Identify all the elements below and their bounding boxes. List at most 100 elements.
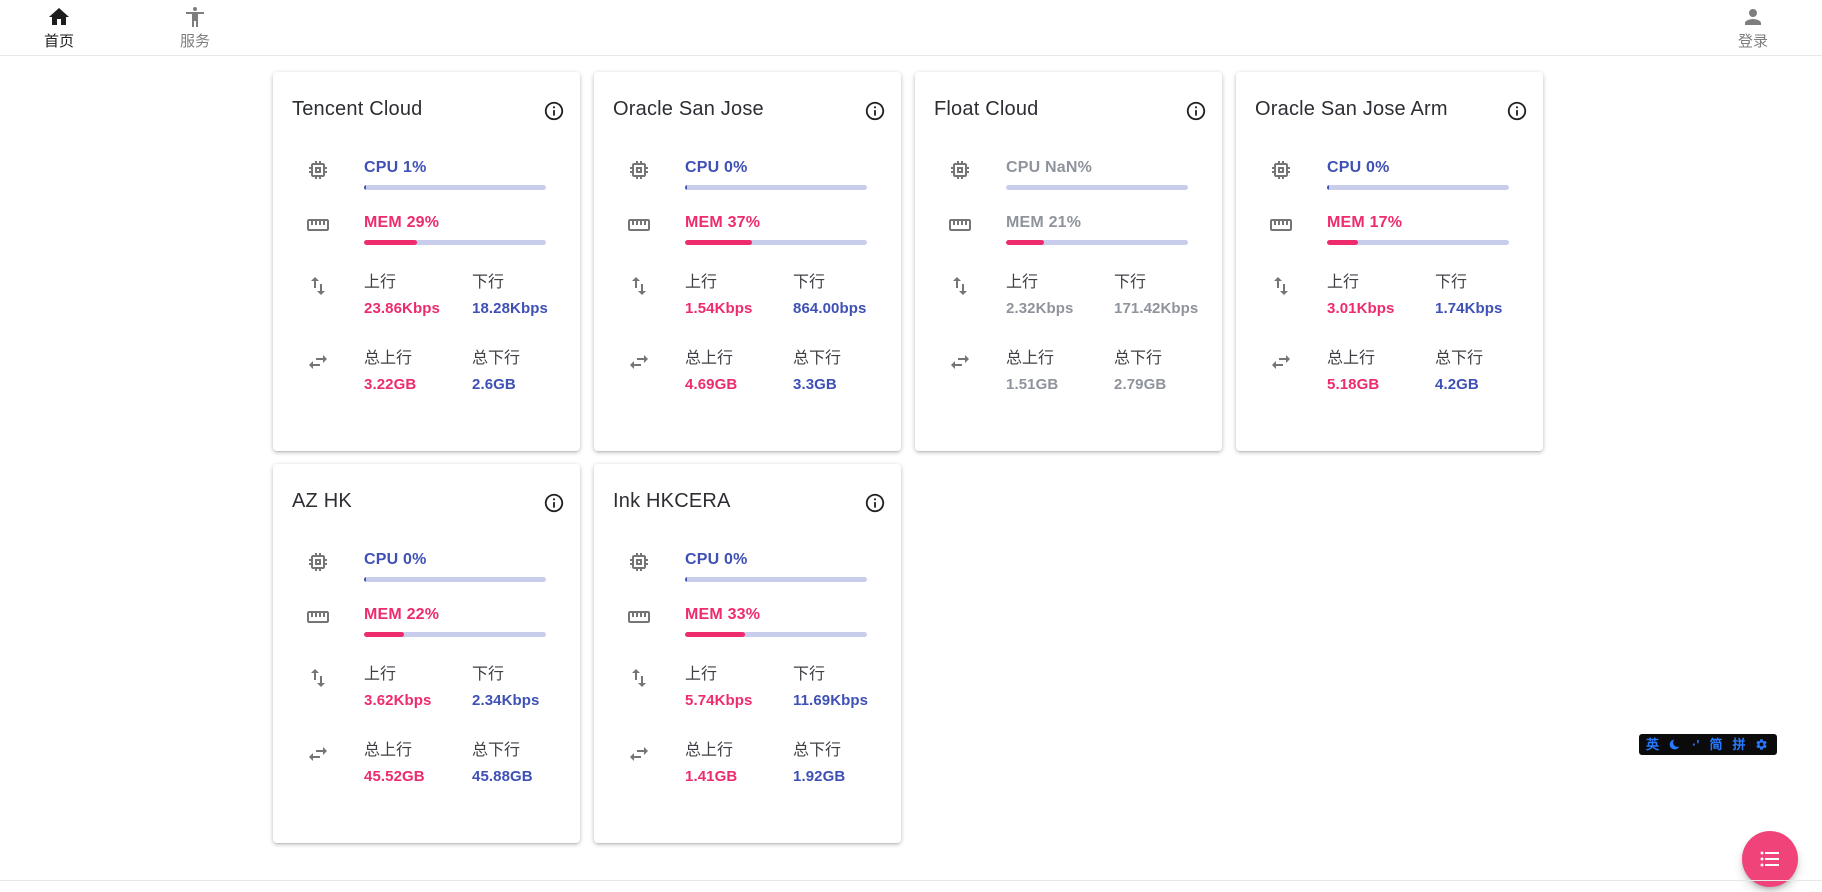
cpu-chip-icon [627,158,651,182]
network-total-row: 总上行 4.69GB 总下行 3.3GB [627,344,867,393]
info-icon[interactable] [543,492,565,514]
total-download-label: 总下行 [472,350,521,367]
total-upload-value: 4.69GB [685,376,738,393]
total-upload-value: 1.51GB [1006,376,1059,393]
upload-label: 上行 [364,666,397,683]
info-icon[interactable] [864,492,886,514]
download-speed: 下行 18.28Kbps [472,268,580,317]
server-card: Oracle San Jose Arm CPU 0% [1236,72,1543,451]
mem-row: MEM 21% [948,213,1188,245]
server-card: Oracle San Jose CPU 0% [594,72,901,451]
upload-value: 2.32Kbps [1006,300,1074,317]
download-label: 下行 [1114,274,1147,291]
total-download-value: 2.6GB [472,376,516,393]
upload-speed: 上行 2.32Kbps [1006,268,1114,317]
server-card: Ink HKCERA CPU 0% [594,464,901,843]
cpu-chip-icon [948,158,972,182]
cpu-progress-fill [364,185,366,190]
server-card-header: Float Cloud [915,72,1222,122]
network-total-columns: 总上行 4.69GB 总下行 3.3GB [685,344,901,393]
total-upload-label: 总上行 [685,742,734,759]
ime-pinyin-indicator[interactable]: 拼 [1732,737,1746,752]
total-upload: 总上行 4.69GB [685,344,793,393]
memory-ruler-icon [306,213,330,237]
swap-horiz-icon [306,742,330,766]
network-total-columns: 总上行 1.41GB 总下行 1.92GB [685,736,901,785]
nav-item-services[interactable]: 服务 [164,5,226,51]
cpu-gauge: CPU 0% [364,550,546,582]
mem-row: MEM 33% [627,605,867,637]
network-total-row: 总上行 3.22GB 总下行 2.6GB [306,344,546,393]
swap-vert-icon [948,274,972,298]
ime-simplified-indicator[interactable]: 简 [1709,737,1723,752]
ime-halfwidth-moon-icon[interactable] [1669,738,1682,751]
info-icon[interactable] [1506,100,1528,122]
total-upload-value: 5.18GB [1327,376,1380,393]
server-card-header: AZ HK [273,464,580,514]
download-label: 下行 [793,274,826,291]
nav-item-label: 首页 [43,32,74,50]
upload-value: 1.54Kbps [685,300,753,317]
info-icon[interactable] [1185,100,1207,122]
network-total-columns: 总上行 5.18GB 总下行 4.2GB [1327,344,1543,393]
network-speed-row: 上行 3.62Kbps 下行 2.34Kbps [306,660,546,709]
server-metrics: CPU 1% MEM 29% [273,122,580,393]
ime-language-indicator[interactable]: 英 [1646,737,1660,752]
mem-progress-fill [1327,240,1358,245]
mem-progress-track [685,240,867,245]
nav-item-login[interactable]: 登录 [1722,5,1784,51]
memory-ruler-icon [1269,213,1293,237]
total-upload: 总上行 45.52GB [364,736,472,785]
network-total-row: 总上行 5.18GB 总下行 4.2GB [1269,344,1509,393]
total-upload: 总上行 1.51GB [1006,344,1114,393]
ime-settings-gear-icon[interactable] [1755,738,1768,751]
upload-label: 上行 [685,274,718,291]
cpu-chip-icon [306,158,330,182]
upload-label: 上行 [1006,274,1039,291]
cpu-row: CPU 0% [627,158,867,190]
info-icon[interactable] [864,100,886,122]
cpu-progress-track [1006,185,1188,190]
total-download: 总下行 45.88GB [472,736,580,785]
swap-horiz-icon [306,350,330,374]
nav-item-home[interactable]: 首页 [28,5,90,51]
server-metrics: CPU 0% MEM 33% [594,514,901,785]
home-icon [47,5,71,29]
server-list-fab-button[interactable] [1742,831,1798,887]
mem-progress-track [685,632,867,637]
cpu-usage-label: CPU NaN% [1006,159,1093,176]
download-label: 下行 [472,274,505,291]
mem-progress-fill [364,632,405,637]
cpu-usage-label: CPU 0% [364,551,427,568]
cpu-chip-icon [1269,158,1293,182]
total-download-label: 总下行 [793,350,842,367]
total-upload: 总上行 3.22GB [364,344,472,393]
mem-row: MEM 22% [306,605,546,637]
mem-progress-fill [685,632,746,637]
cpu-progress-fill [364,577,366,582]
network-speed-row: 上行 3.01Kbps 下行 1.74Kbps [1269,268,1509,317]
mem-row: MEM 29% [306,213,546,245]
total-upload-label: 总上行 [364,350,413,367]
total-upload-label: 总上行 [1006,350,1055,367]
network-speed-row: 上行 1.54Kbps 下行 864.00bps [627,268,867,317]
mem-usage-label: MEM 37% [685,214,761,231]
total-download-value: 3.3GB [793,376,837,393]
mem-row: MEM 37% [627,213,867,245]
info-icon[interactable] [543,100,565,122]
swap-horiz-icon [1269,350,1293,374]
mem-usage-label: MEM 21% [1006,214,1082,231]
server-name: Float Cloud [934,98,1039,120]
download-speed: 下行 1.74Kbps [1435,268,1543,317]
ime-punctuation-indicator[interactable]: ·' [1692,737,1700,752]
download-speed: 下行 11.69Kbps [793,660,901,709]
nav-left-group: 首页 服务 [0,5,226,51]
total-download-label: 总下行 [1114,350,1163,367]
mem-gauge: MEM 37% [685,213,867,245]
mem-gauge: MEM 22% [364,605,546,637]
ime-toolbar: 英 ·' 简 拼 [1639,734,1777,755]
swap-horiz-icon [627,350,651,374]
network-total-row: 总上行 1.51GB 总下行 2.79GB [948,344,1188,393]
total-download-label: 总下行 [472,742,521,759]
upload-value: 3.62Kbps [364,692,432,709]
